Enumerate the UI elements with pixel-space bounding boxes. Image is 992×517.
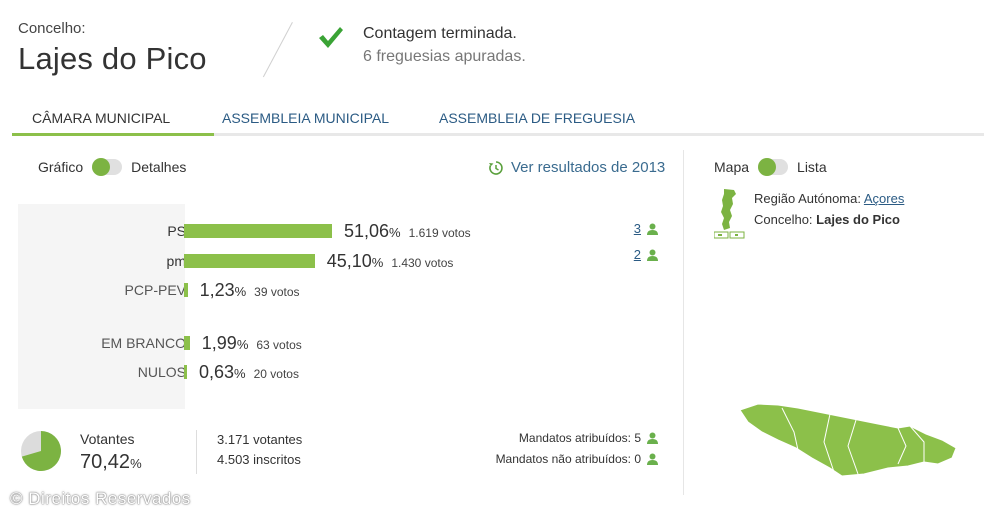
previous-results-link[interactable]: Ver resultados de 2013: [488, 159, 665, 176]
result-bar: [184, 336, 190, 350]
party-label-panel: [18, 204, 185, 409]
party-name: PCP-PEV: [124, 282, 186, 298]
region-link[interactable]: Açores: [863, 191, 905, 206]
county-info-label: Concelho:: [754, 212, 813, 227]
region-line: Região Autónoma: Açores: [754, 191, 904, 206]
history-icon: [489, 160, 503, 175]
result-row-ps: PS 51,06% 1.619 votos 3: [18, 221, 658, 243]
view-switch[interactable]: [92, 158, 123, 176]
tab-assembleia-municipal[interactable]: ASSEMBLEIA MUNICIPAL: [222, 110, 390, 126]
party-name: PS: [167, 223, 186, 239]
active-tab-indicator: [12, 133, 214, 136]
result-row-em-branco: EM BRANCO 1,99% 63 votos: [18, 333, 658, 355]
result-pct: 0,63% 20 votos: [199, 362, 299, 382]
election-tabs: CÂMARA MUNICIPAL ASSEMBLEIA MUNICIPAL AS…: [12, 106, 984, 136]
result-pct: 45,10% 1.430 votos: [326, 251, 454, 271]
result-row-pcp-pev: PCP-PEV 1,23% 39 votos: [18, 280, 658, 302]
result-bar: [184, 365, 187, 379]
island-map[interactable]: [738, 402, 960, 487]
turnout-label: Votantes: [80, 431, 135, 447]
turnout-percentage: 70,42%: [80, 451, 142, 473]
toggle-label-detalhes: Detalhes: [131, 159, 187, 175]
county-label: Concelho:: [18, 20, 86, 37]
voters-count: 3.171 votantes: [217, 432, 303, 447]
column-divider: [683, 150, 684, 495]
status-subtitle: 6 freguesias apuradas.: [363, 48, 526, 65]
toggle-label-lista: Lista: [797, 159, 827, 175]
mandates-link[interactable]: 2: [634, 247, 658, 262]
toggle-label-mapa: Mapa: [714, 159, 750, 175]
header-divider: [262, 22, 293, 78]
map-toggle: Mapa Lista: [714, 158, 827, 176]
result-bar: [184, 283, 188, 297]
mandates-unassigned: Mandatos não atribuídos: 0: [496, 452, 658, 466]
person-icon: [647, 453, 658, 465]
registered-count: 4.503 inscritos: [217, 452, 301, 467]
copyright-watermark: © Direitos Reservados: [10, 489, 191, 508]
county-name: Lajes do Pico: [18, 41, 207, 76]
result-pct: 51,06% 1.619 votos: [344, 221, 471, 241]
turnout-pie: [20, 430, 62, 477]
check-icon: [318, 26, 344, 55]
turnout-divider: [196, 430, 197, 474]
result-bar: [184, 224, 332, 238]
map-switch[interactable]: [758, 158, 789, 176]
previous-results-label: Ver resultados de 2013: [511, 159, 666, 176]
toggle-label-grafico: Gráfico: [38, 159, 84, 175]
region-label: Região Autónoma:: [754, 191, 861, 206]
count-status: Contagem terminada. 6 freguesias apurada…: [363, 25, 526, 66]
person-icon: [647, 223, 658, 235]
party-name: EM BRANCO: [101, 335, 186, 351]
tab-camara-municipal[interactable]: CÂMARA MUNICIPAL: [32, 110, 171, 126]
county-line: Concelho: Lajes do Pico: [754, 212, 900, 227]
portugal-map-icon[interactable]: [713, 188, 746, 245]
result-row-pm: pm 45,10% 1.430 votos 2: [18, 247, 658, 273]
view-toggle: Gráfico Detalhes: [38, 158, 187, 176]
party-name: pm: [166, 253, 186, 269]
result-row-nulos: NULOS 0,63% 20 votos: [18, 362, 658, 384]
tab-assembleia-freguesia[interactable]: ASSEMBLEIA DE FREGUESIA: [439, 110, 636, 126]
header: Concelho: Lajes do Pico: [18, 20, 207, 77]
person-icon: [647, 432, 658, 444]
county-info-value: Lajes do Pico: [816, 212, 900, 227]
party-name: NULOS: [137, 364, 186, 380]
result-pct: 1,99% 63 votos: [201, 333, 302, 353]
status-title: Contagem terminada.: [363, 25, 517, 42]
person-icon: [647, 249, 658, 261]
mandates-link[interactable]: 3: [634, 221, 658, 236]
mandates-assigned: Mandatos atribuídos: 5: [519, 431, 658, 445]
turnout-slice: [21, 431, 61, 471]
result-bar: [184, 254, 315, 268]
result-pct: 1,23% 39 votos: [199, 280, 300, 300]
